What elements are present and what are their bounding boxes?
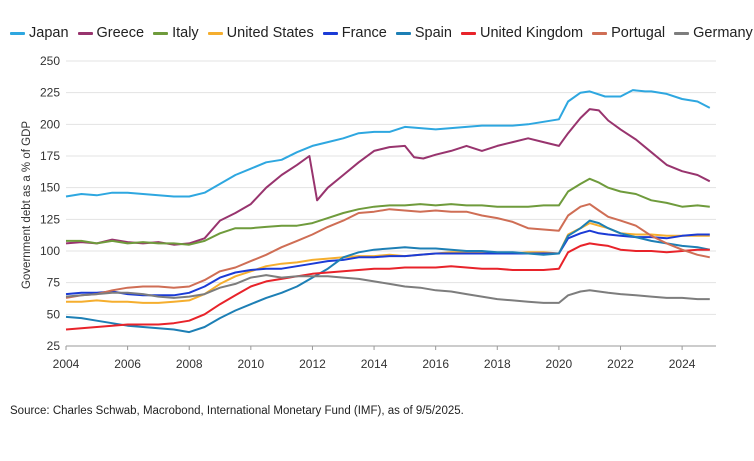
series-line-greece: [65, 108, 711, 246]
legend-item: Greece: [77, 25, 145, 41]
legend-item: United Kingdom: [460, 25, 584, 41]
legend-swatch: [207, 31, 223, 35]
source-note: Source: Charles Schwab, Macrobond, Inter…: [10, 405, 464, 417]
legend-label: United Kingdom: [479, 25, 584, 41]
legend-item: Portugal: [592, 25, 665, 41]
x-tick-label: 2020: [546, 357, 573, 371]
x-tick-label: 2014: [361, 357, 388, 371]
legend-swatch: [460, 31, 476, 35]
legend-swatch: [592, 31, 608, 35]
x-tick-label: 2006: [114, 357, 141, 371]
legend-item: Spain: [395, 25, 452, 41]
x-tick-label: 2018: [484, 357, 511, 371]
series-line-portugal: [65, 203, 710, 299]
x-axis: 2004 2006 2008 2010 2012 2014 2016 2018 2020 2022…: [53, 345, 716, 371]
x-tick-label: 2024: [669, 357, 696, 371]
y-tick-label: 75: [47, 276, 61, 290]
series-line-italy: [66, 177, 710, 246]
y-tick-label: 250: [40, 54, 60, 68]
legend-label: Portugal: [611, 25, 666, 41]
x-tick-label: 2010: [237, 357, 264, 371]
legend-swatch: [77, 31, 93, 35]
legend-label: Italy: [172, 25, 199, 41]
y-axis-label: Government debt as a % of GDP: [21, 121, 33, 289]
y-tick-label: 200: [40, 117, 60, 131]
y-tick-label: 225: [40, 86, 60, 100]
legend-item: United States: [207, 25, 314, 41]
y-tick-label: 25: [47, 339, 61, 353]
legend-swatch: [10, 31, 25, 35]
legend-label: Germany: [693, 25, 753, 41]
series-line-germany: [65, 274, 710, 304]
legend-label: France: [341, 25, 387, 41]
y-tick-label: 50: [47, 307, 61, 321]
legend-item: Italy: [153, 25, 199, 41]
legend-item: Germany: [674, 25, 753, 41]
legend-label: United States: [226, 25, 314, 41]
legend-swatch: [395, 31, 411, 35]
line-chart: 25 50 75 100 125 150 175 200 225 250 2004 2006 2008…: [21, 54, 716, 371]
legend-label: Greece: [96, 25, 145, 41]
x-tick-label: 2012: [299, 357, 326, 371]
series-line-japan: [65, 89, 711, 198]
series-line-united-kingdom: [65, 242, 710, 331]
y-tick-label: 125: [40, 212, 60, 226]
legend: Japan Greece Italy United States France Spain…: [10, 20, 753, 46]
legend-item: France: [322, 25, 387, 41]
y-tick-label: 150: [40, 181, 60, 195]
legend-item: Japan: [10, 25, 69, 41]
series-line-spain: [65, 219, 710, 334]
series-line-france: [65, 229, 710, 297]
x-tick-label: 2016: [422, 357, 449, 371]
x-tick-label: 2004: [53, 357, 80, 371]
legend-label: Japan: [29, 25, 69, 41]
legend-label: Spain: [414, 25, 452, 41]
y-axis: 25 50 75 100 125 150 175 200 225 250: [40, 54, 60, 353]
gridlines: [66, 60, 716, 315]
legend-swatch: [153, 31, 169, 35]
x-tick-label: 2008: [176, 357, 203, 371]
x-tick-label: 2022: [607, 357, 634, 371]
legend-swatch: [322, 31, 338, 35]
series-lines: [65, 89, 711, 334]
y-tick-label: 100: [40, 244, 60, 258]
y-tick-label: 175: [40, 149, 60, 163]
legend-swatch: [674, 31, 690, 35]
